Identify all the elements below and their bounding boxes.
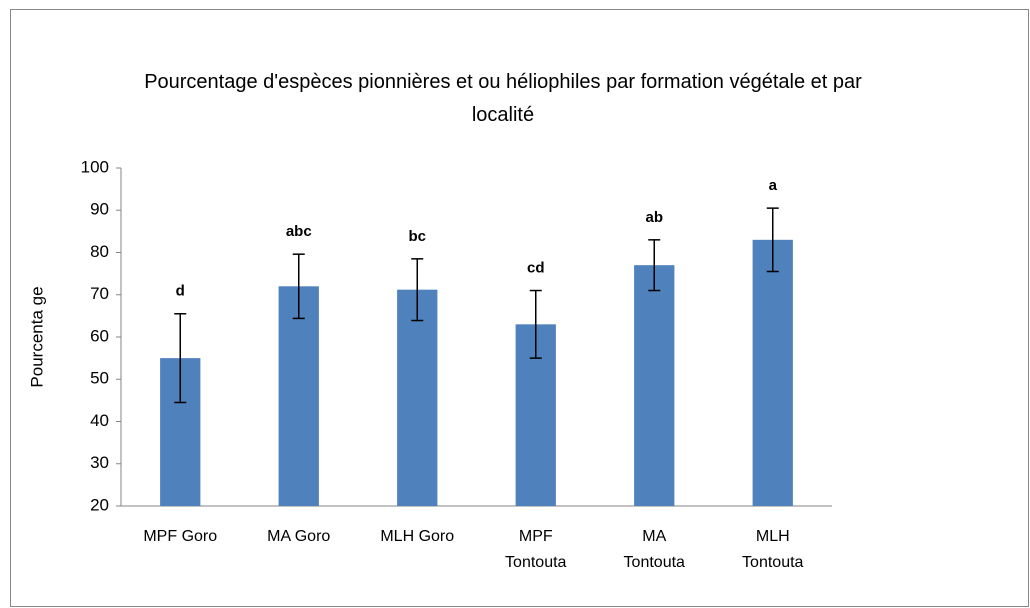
x-tick-label: MPF Tontouta: [505, 528, 567, 571]
y-tick-label: 60: [90, 326, 109, 345]
significance-label: d: [176, 283, 185, 300]
y-tick-label: 50: [90, 369, 109, 388]
y-tick-label: 40: [90, 411, 109, 430]
significance-label: abc: [286, 223, 312, 240]
chart-border: [10, 9, 1029, 607]
x-tick-label: MPF Goro: [143, 528, 218, 545]
bar: [752, 239, 793, 506]
y-tick-label: 90: [90, 200, 109, 219]
significance-label: a: [769, 177, 778, 194]
x-tick-label: MLH Goro: [380, 528, 455, 545]
y-tick-label: 80: [90, 242, 109, 261]
y-tick-label: 70: [90, 284, 109, 303]
bar: [634, 265, 675, 506]
chart-title: Pourcentage d'espèces pionnières et ou h…: [144, 71, 862, 126]
y-axis-label: Pourcenta ge: [27, 286, 46, 387]
significance-label: cd: [527, 259, 545, 276]
x-tick-label: MA Tontouta: [623, 528, 685, 571]
bar: [397, 289, 438, 506]
bar: [278, 286, 319, 506]
x-tick-label: MA Goro: [267, 528, 331, 545]
significance-label: bc: [408, 228, 426, 245]
y-tick-label: 30: [90, 453, 109, 472]
significance-label: ab: [645, 209, 663, 226]
x-tick-label: MLH Tontouta: [742, 528, 804, 571]
y-tick-label: 20: [90, 495, 109, 514]
y-tick-label: 100: [81, 157, 109, 176]
